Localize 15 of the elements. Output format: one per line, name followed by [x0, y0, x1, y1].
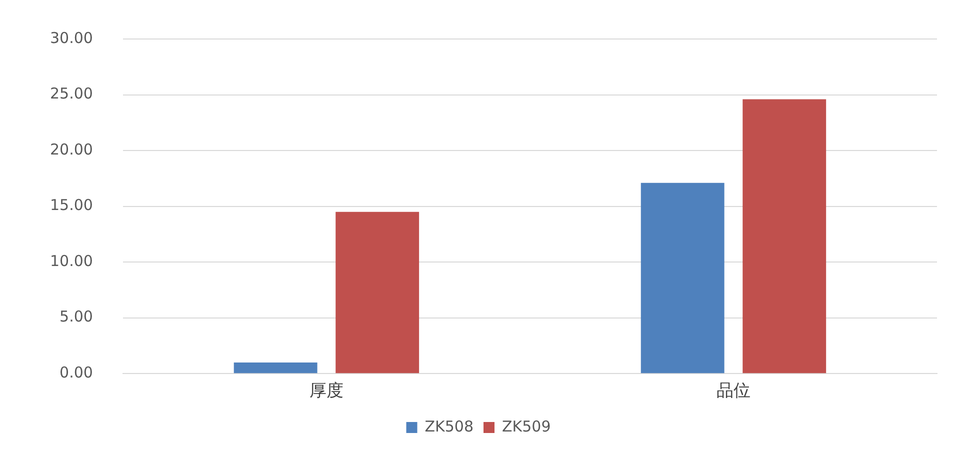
- x-tick-label: 品位: [716, 381, 750, 402]
- bar: [336, 212, 420, 374]
- y-tick-label: 20.00: [50, 140, 93, 158]
- y-tick-label: 15.00: [50, 196, 93, 214]
- bar: [742, 99, 826, 374]
- y-tick-label: 10.00: [50, 252, 93, 270]
- legend-label: ZK508: [424, 417, 474, 436]
- bar: [234, 362, 318, 374]
- y-tick-label: 25.00: [50, 84, 93, 103]
- x-tick-label: 厚度: [309, 381, 344, 402]
- y-tick-label: 5.00: [60, 308, 93, 326]
- y-tick-label: 30.00: [50, 28, 93, 47]
- y-tick-label: 0.00: [60, 363, 93, 382]
- bar: [640, 182, 724, 374]
- legend-label: ZK509: [502, 417, 551, 436]
